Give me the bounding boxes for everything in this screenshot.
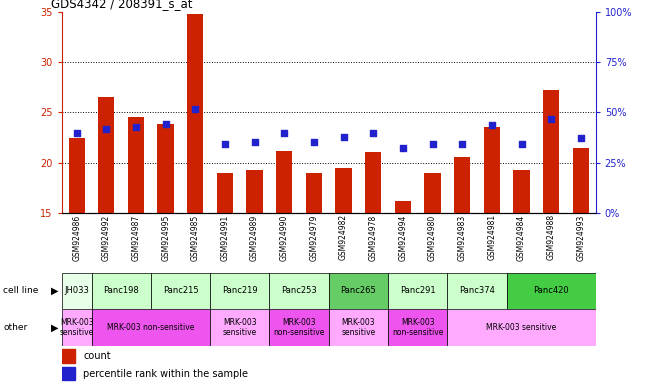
Text: MRK-003
sensitive: MRK-003 sensitive [341, 318, 376, 337]
Text: GSM924986: GSM924986 [72, 214, 81, 261]
Point [427, 141, 437, 147]
Text: MRK-003 non-sensitive: MRK-003 non-sensitive [107, 323, 195, 332]
Bar [447, 309, 596, 346]
Point [546, 116, 557, 122]
Point [516, 141, 527, 147]
Point [220, 141, 230, 147]
Point [309, 139, 319, 145]
Text: MRK-003
sensitive: MRK-003 sensitive [223, 318, 257, 337]
Bar [484, 127, 500, 213]
Text: GSM924989: GSM924989 [250, 214, 259, 261]
Text: other: other [3, 323, 27, 332]
Text: GSM924991: GSM924991 [221, 214, 229, 261]
Bar [158, 124, 174, 213]
Text: GSM924980: GSM924980 [428, 214, 437, 261]
Point [101, 126, 111, 132]
Text: Panc265: Panc265 [340, 286, 376, 295]
Text: MRK-003
non-sensitive: MRK-003 non-sensitive [273, 318, 325, 337]
Text: ▶: ▶ [51, 322, 59, 333]
Bar [62, 309, 92, 346]
Bar [62, 273, 92, 309]
Bar [92, 309, 210, 346]
Point [160, 121, 171, 127]
Point [368, 131, 378, 137]
Text: MRK-003
sensitive: MRK-003 sensitive [59, 318, 94, 337]
Bar [543, 90, 559, 213]
Text: GSM924992: GSM924992 [102, 214, 111, 261]
Point [487, 122, 497, 129]
Text: Panc219: Panc219 [222, 286, 258, 295]
Text: GSM924993: GSM924993 [576, 214, 585, 261]
Text: MRK-003
non-sensitive: MRK-003 non-sensitive [392, 318, 443, 337]
Point [575, 134, 586, 141]
Bar [217, 173, 233, 213]
Point [457, 141, 467, 147]
Text: GSM924985: GSM924985 [191, 214, 200, 261]
Bar [365, 152, 381, 213]
Bar [210, 273, 270, 309]
Text: GSM924978: GSM924978 [368, 214, 378, 261]
Bar [388, 273, 447, 309]
Text: GSM924988: GSM924988 [547, 214, 556, 260]
Bar [92, 273, 151, 309]
Text: GSM924990: GSM924990 [280, 214, 289, 261]
Bar [247, 170, 263, 213]
Text: count: count [83, 351, 111, 361]
Bar [329, 309, 388, 346]
Text: GSM924982: GSM924982 [339, 214, 348, 260]
Bar [276, 151, 292, 213]
Bar [62, 349, 76, 363]
Bar [210, 309, 270, 346]
Bar [388, 309, 447, 346]
Point [131, 124, 141, 131]
Bar [98, 97, 115, 213]
Point [72, 131, 82, 137]
Bar [270, 309, 329, 346]
Text: cell line: cell line [3, 286, 38, 295]
Bar [187, 13, 204, 213]
Bar [424, 173, 441, 213]
Bar [395, 201, 411, 213]
Text: percentile rank within the sample: percentile rank within the sample [83, 369, 248, 379]
Bar [573, 147, 589, 213]
Text: Panc374: Panc374 [459, 286, 495, 295]
Text: ▶: ▶ [51, 286, 59, 296]
Text: GSM924995: GSM924995 [161, 214, 170, 261]
Text: JH033: JH033 [64, 286, 89, 295]
Bar [128, 118, 144, 213]
Text: MRK-003 sensitive: MRK-003 sensitive [486, 323, 557, 332]
Text: GSM924984: GSM924984 [517, 214, 526, 261]
Text: GSM924979: GSM924979 [309, 214, 318, 261]
Text: Panc253: Panc253 [281, 286, 317, 295]
Bar [151, 273, 210, 309]
Point [279, 131, 290, 137]
Text: GSM924981: GSM924981 [488, 214, 496, 260]
Bar [447, 273, 506, 309]
Bar [506, 273, 596, 309]
Text: Panc291: Panc291 [400, 286, 436, 295]
Text: GDS4342 / 208391_s_at: GDS4342 / 208391_s_at [51, 0, 193, 10]
Point [339, 133, 349, 139]
Bar [62, 367, 76, 380]
Point [190, 106, 201, 113]
Text: Panc215: Panc215 [163, 286, 199, 295]
Bar [329, 273, 388, 309]
Text: GSM924994: GSM924994 [398, 214, 408, 261]
Text: Panc198: Panc198 [104, 286, 139, 295]
Point [249, 139, 260, 145]
Bar [454, 157, 471, 213]
Point [398, 144, 408, 151]
Bar [306, 173, 322, 213]
Text: GSM924987: GSM924987 [132, 214, 141, 261]
Bar [335, 168, 352, 213]
Text: GSM924983: GSM924983 [458, 214, 467, 261]
Bar [270, 273, 329, 309]
Bar [514, 170, 530, 213]
Bar [68, 137, 85, 213]
Text: Panc420: Panc420 [533, 286, 569, 295]
